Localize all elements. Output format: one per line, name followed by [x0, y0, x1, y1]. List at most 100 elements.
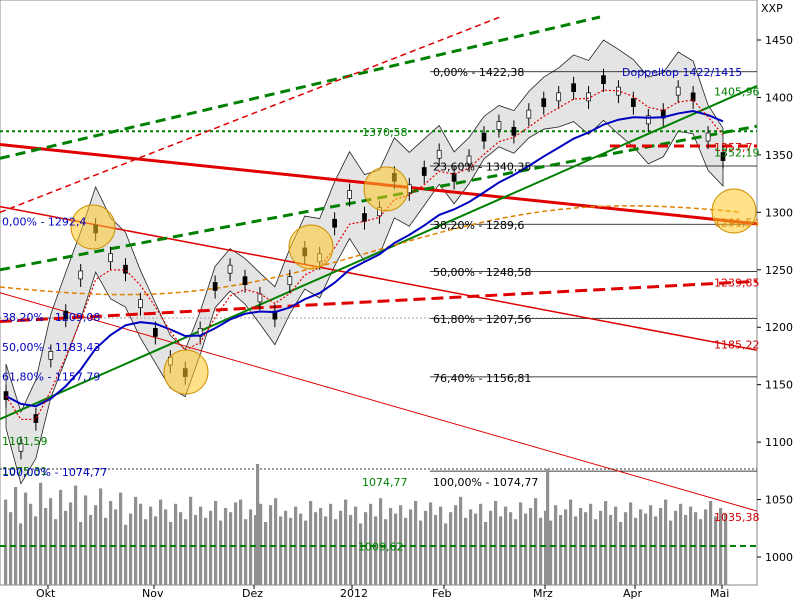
volume-bar [664, 499, 668, 585]
volume-bar [599, 510, 603, 585]
volume-bar [519, 502, 523, 585]
x-tick-label: Apr [623, 587, 643, 600]
right-level-label: 1352,19 [714, 147, 760, 160]
price-candle [347, 190, 352, 199]
price-candle [645, 115, 651, 125]
mid-level-label: 0,00% - 1422,38 [433, 66, 524, 79]
volume-bar [99, 488, 103, 585]
volume-bar [254, 515, 258, 585]
price-candle [332, 218, 337, 228]
x-tick-label: Mai [710, 587, 729, 600]
price-candle [601, 75, 606, 84]
price-candle [451, 172, 457, 182]
volume-bar [619, 522, 623, 585]
volume-bar [179, 512, 183, 585]
volume-bar [119, 492, 123, 585]
left-level-label: 1101,59 [2, 435, 48, 448]
price-candle [78, 270, 84, 280]
volume-bar [429, 502, 433, 585]
highlight-circle [363, 166, 409, 212]
right-level-label: 1035,38 [714, 511, 760, 524]
volume-bar [204, 517, 208, 585]
y-tick-label: 1350 [765, 149, 793, 162]
price-candle [212, 282, 218, 291]
volume-bar [694, 512, 698, 585]
volume-bar [564, 509, 568, 585]
volume-bar [339, 510, 343, 585]
volume-bar [184, 519, 188, 585]
volume-bar [114, 509, 118, 585]
right-level-label: 1291,54 [714, 217, 760, 230]
uptrend-line [0, 85, 758, 421]
volume-bar [4, 499, 8, 585]
ema-9-line [5, 89, 724, 421]
volume-bar [479, 503, 483, 585]
price-candle [526, 109, 532, 119]
price-candle [63, 310, 69, 320]
volume-bar [84, 495, 88, 585]
volume-bar [164, 509, 168, 585]
volume-bar [314, 512, 318, 585]
y-axis-title: XXP [761, 2, 783, 15]
volume-bar [629, 502, 633, 585]
volume-bar [364, 512, 368, 585]
volume-bar [304, 520, 308, 585]
volume-bar [604, 501, 608, 585]
right-level-label: 1405,96 [714, 86, 760, 99]
highlight-circle [70, 204, 116, 250]
mid-level-label: 61,80% - 1207,56 [433, 313, 531, 326]
price-candle [362, 213, 367, 222]
mid-level-label: 1009,62 [358, 541, 404, 554]
volume-bar [14, 487, 18, 585]
volume-bar [589, 503, 593, 585]
y-tick-label: 1000 [765, 551, 793, 564]
price-candle [705, 132, 711, 142]
volume-bar [679, 503, 683, 585]
volume-bar [264, 522, 268, 585]
thin-downtrend-line [0, 292, 758, 512]
volume-bar [444, 523, 448, 585]
volume-bar [714, 516, 718, 585]
highlight-circle [711, 188, 757, 234]
volume-bar [639, 509, 643, 585]
x-tick-label: Feb [432, 587, 451, 600]
y-tick-label: 1100 [765, 436, 793, 449]
volume-bar [174, 503, 178, 585]
price-candle [556, 92, 562, 102]
volume-bar [644, 513, 648, 585]
volume-bar [574, 516, 578, 585]
price-candle [511, 126, 517, 136]
volume-bar [419, 520, 423, 585]
volume-bar [289, 517, 293, 585]
volume-bar [299, 513, 303, 585]
price-candle [586, 92, 591, 102]
volume-bar [546, 469, 550, 585]
price-candle [631, 98, 636, 107]
mid-level-label: 23,60% - 1340,35 [433, 160, 531, 173]
volume-bar [409, 509, 413, 585]
volume-bar [724, 513, 728, 585]
price-candle [571, 83, 576, 93]
left-level-label: 61,80% - 1157,79 [2, 371, 100, 384]
x-tick-label: 2012 [340, 587, 368, 600]
price-candle [421, 167, 427, 176]
mid-level-label: 1074,77 [362, 476, 408, 489]
volume-bar [324, 516, 328, 585]
left-level-label: 38,20% - 1209,08 [2, 311, 100, 324]
volume-bar [279, 516, 283, 585]
volume-bar [344, 499, 348, 585]
volume-bar [549, 520, 553, 585]
volume-bar [34, 516, 38, 585]
price-candle [123, 264, 128, 274]
ema-200-line [0, 205, 741, 296]
volume-bar [509, 512, 513, 585]
price-candle [227, 264, 233, 274]
price-candle [242, 276, 248, 286]
volume-bar [309, 501, 313, 585]
price-candle [496, 121, 502, 130]
volume-bar [359, 523, 363, 585]
volume-bar [259, 503, 263, 585]
highlight-circle [288, 224, 334, 270]
highlight-circle [163, 349, 209, 395]
